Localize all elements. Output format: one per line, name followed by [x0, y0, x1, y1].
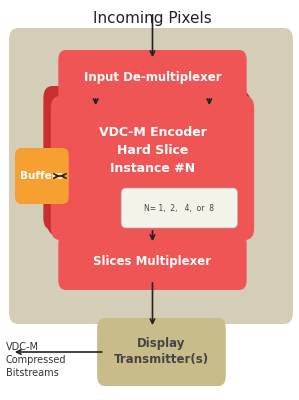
Text: VDC-M
Compressed
Bitstreams: VDC-M Compressed Bitstreams — [6, 342, 66, 378]
Text: VDC-M Encoder
Hard Slice
Instance #N: VDC-M Encoder Hard Slice Instance #N — [99, 126, 206, 174]
FancyBboxPatch shape — [51, 96, 254, 240]
Text: Buffers: Buffers — [20, 171, 63, 181]
FancyBboxPatch shape — [97, 318, 226, 386]
FancyBboxPatch shape — [121, 188, 238, 228]
FancyBboxPatch shape — [15, 148, 69, 204]
Text: Display
Transmitter(s): Display Transmitter(s) — [114, 338, 209, 366]
FancyBboxPatch shape — [58, 50, 247, 106]
Text: N= 1,  2,   4,  or  8: N= 1, 2, 4, or 8 — [144, 204, 214, 212]
FancyBboxPatch shape — [43, 86, 247, 230]
Text: Slices Multiplexer: Slices Multiplexer — [93, 256, 212, 268]
FancyBboxPatch shape — [9, 28, 293, 324]
FancyBboxPatch shape — [47, 91, 251, 235]
Text: Input De-multiplexer: Input De-multiplexer — [84, 72, 221, 84]
Text: Incoming Pixels: Incoming Pixels — [93, 10, 212, 26]
FancyBboxPatch shape — [58, 234, 247, 290]
